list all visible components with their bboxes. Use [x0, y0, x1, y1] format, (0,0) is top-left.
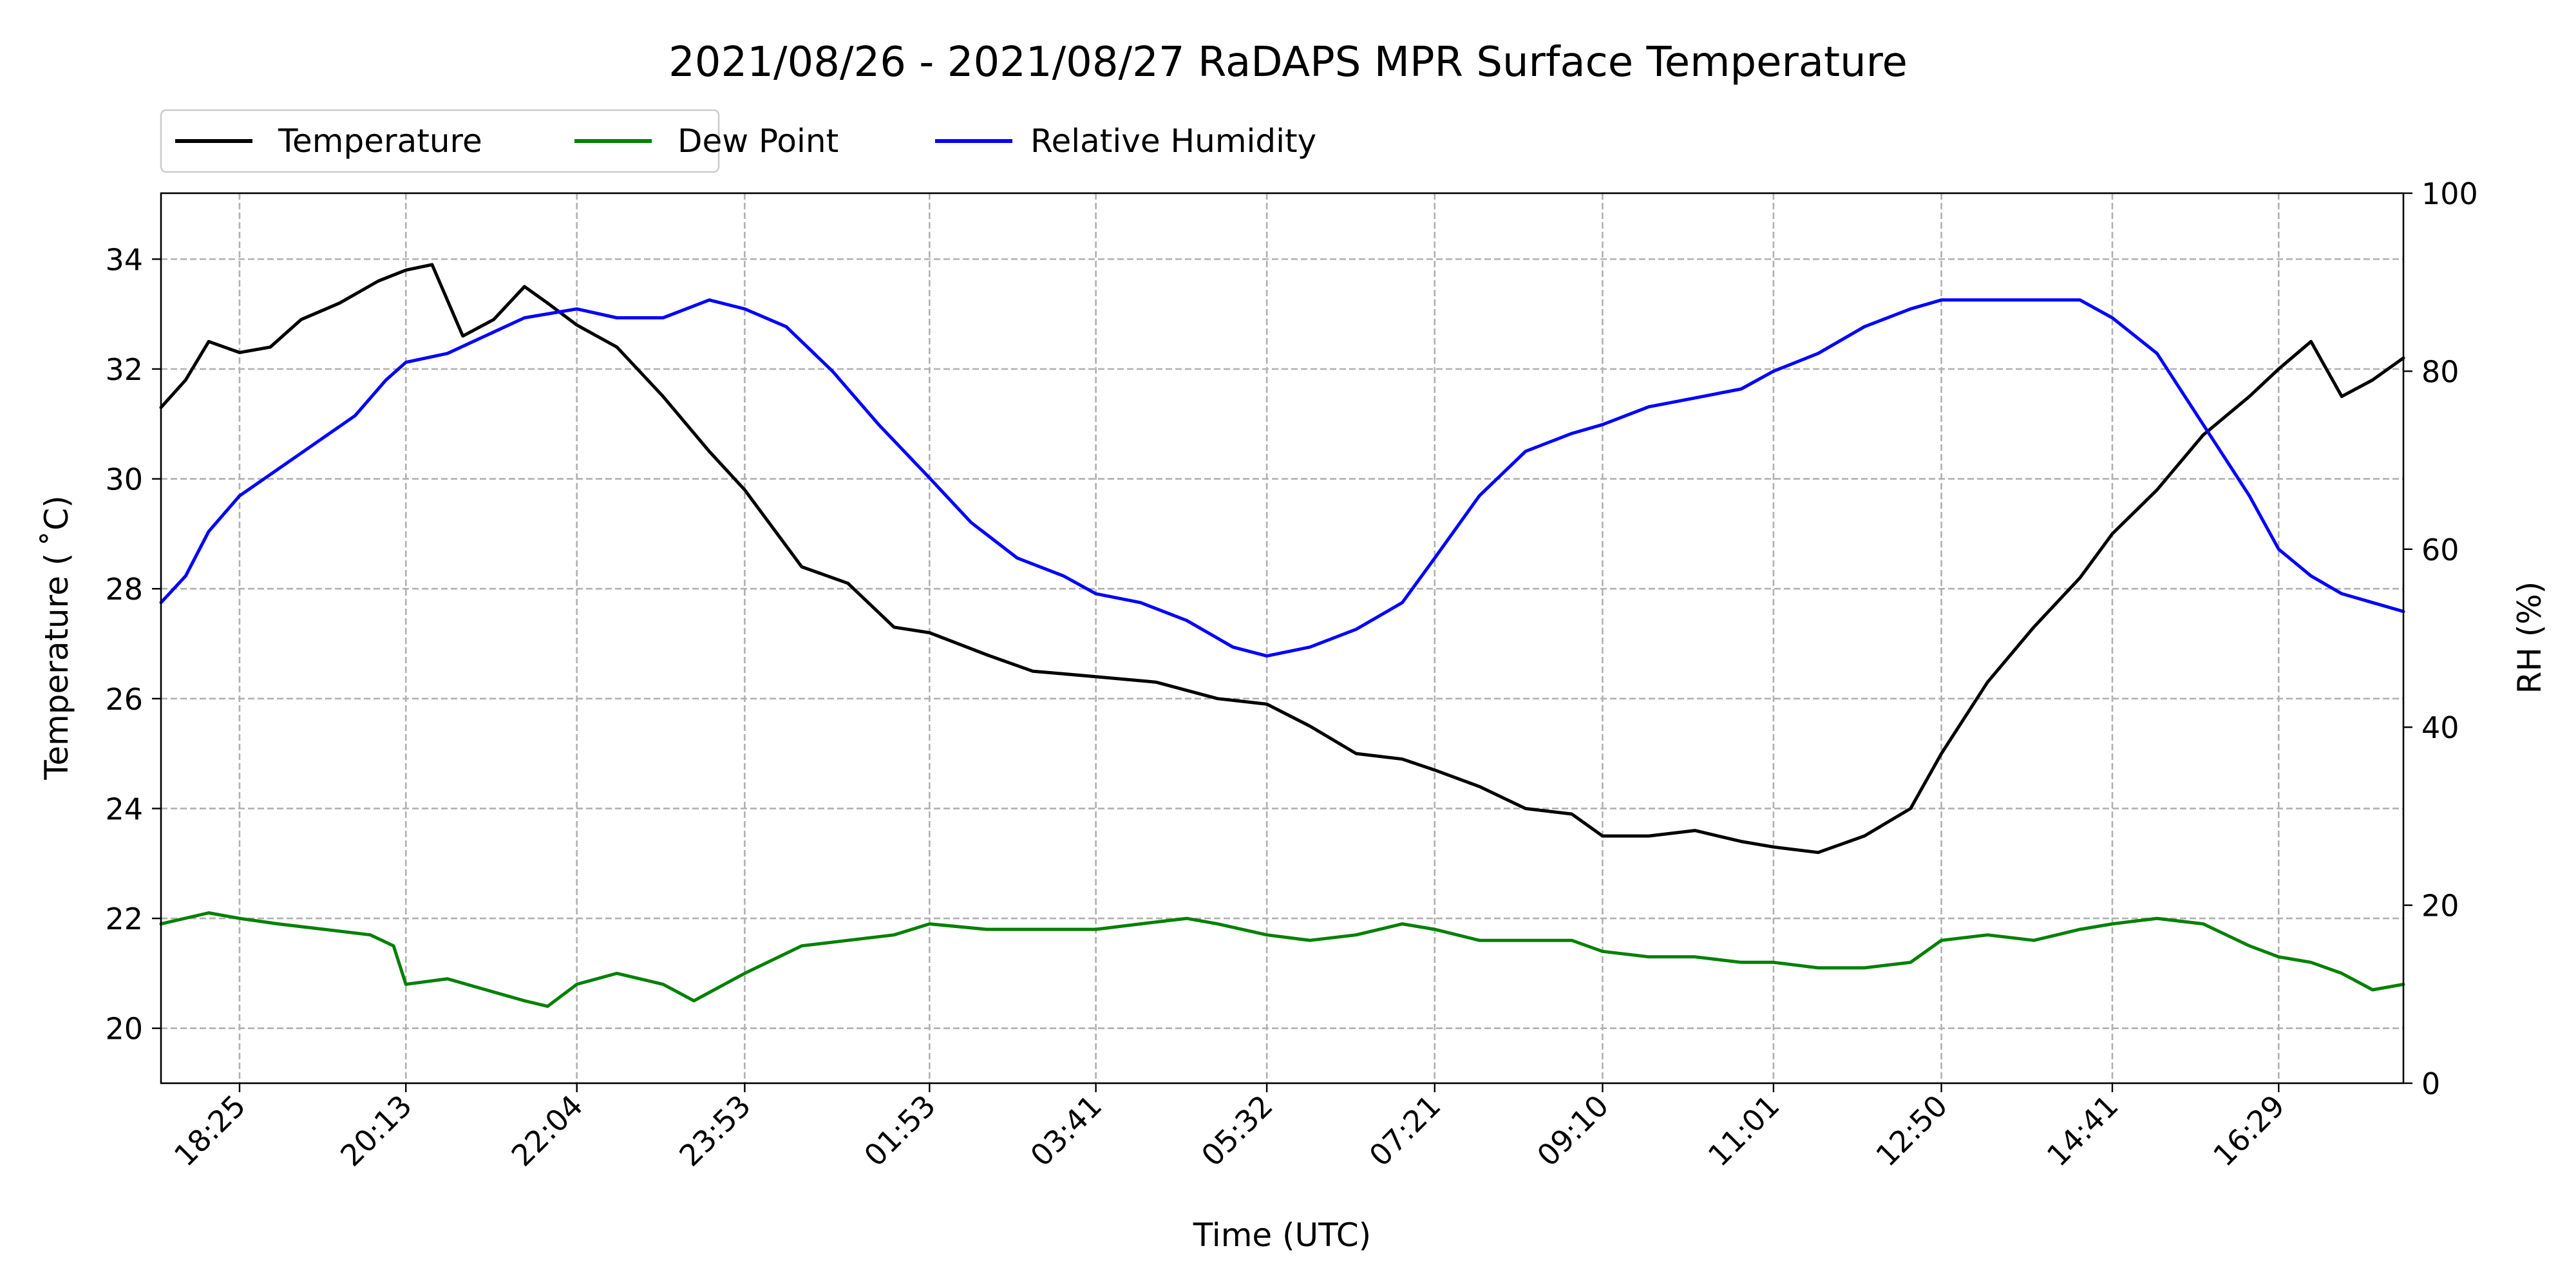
y2-tick-label: 80 — [2421, 354, 2459, 389]
grid — [161, 193, 2403, 1083]
y-tick-label: 26 — [105, 682, 143, 717]
y-tick-label: 20 — [105, 1012, 143, 1046]
y-tick-label: 34 — [105, 242, 143, 277]
x-axis-label: Time (UTC) — [1193, 1217, 1371, 1254]
y2-tick-label: 20 — [2421, 889, 2459, 923]
legend-label-temperature: Temperature — [278, 122, 482, 160]
series-line-temperature — [159, 263, 2405, 855]
y-tick-label: 32 — [105, 352, 143, 387]
series-line-relative-humidity — [159, 298, 2405, 658]
legend-label-relative-humidity: Relative Humidity — [1030, 122, 1316, 160]
y2-tick-label: 40 — [2421, 710, 2459, 745]
y-axis-label: Temperature ( ˚C) — [38, 495, 75, 781]
y-tick-label: 30 — [105, 462, 143, 497]
y-tick-label: 28 — [105, 572, 143, 607]
y2-tick-label: 60 — [2421, 533, 2459, 567]
y2-axis-label: RH (%) — [2511, 582, 2548, 694]
y2-tick-label: 0 — [2421, 1066, 2440, 1101]
plot-area — [159, 192, 2405, 1084]
y-tick-label: 22 — [105, 902, 143, 936]
y2-tick-label: 100 — [2421, 176, 2478, 211]
series-layer — [159, 263, 2405, 1009]
chart-title: 2021/08/26 - 2021/08/27 RaDAPS MPR Surfa… — [668, 39, 1908, 86]
legend-label-dew-point: Dew Point — [677, 122, 838, 160]
series-line-dew-point — [159, 911, 2405, 1009]
left-axis: 20 22 24 26 28 30 32 34 — [105, 242, 161, 1046]
right-axis: 0 20 40 60 80 100 — [2403, 176, 2478, 1101]
legend-box — [160, 109, 720, 173]
y-tick-label: 24 — [105, 791, 143, 826]
legend: Temperature Dew Point Relative Humidity — [160, 109, 1316, 173]
plot-frame — [160, 192, 2405, 1084]
